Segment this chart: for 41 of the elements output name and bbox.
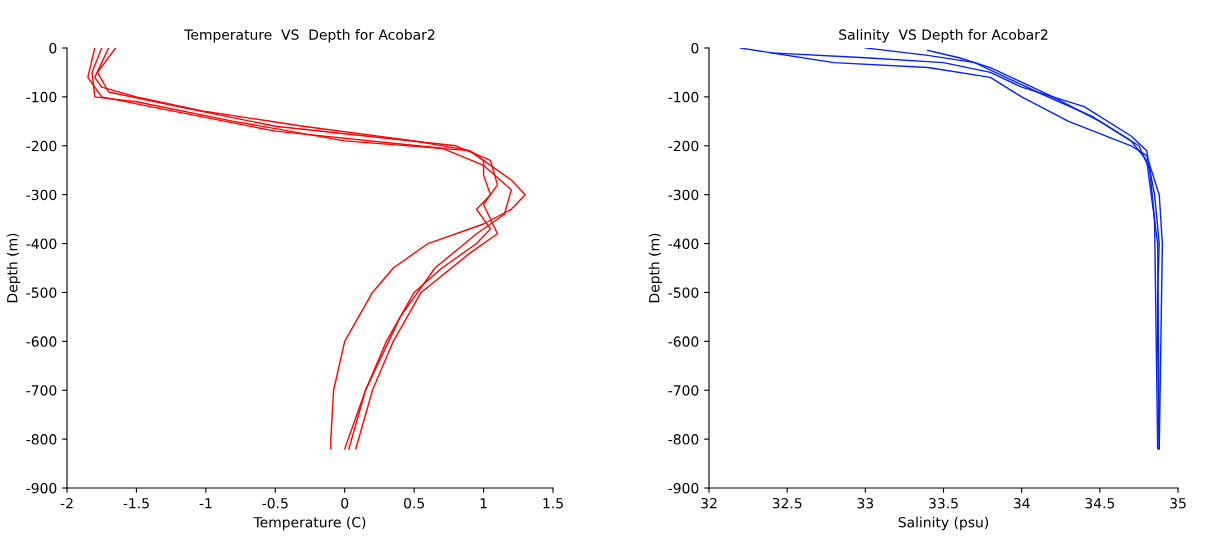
y-tick-label: -100 — [26, 91, 57, 103]
y-tick-label: -800 — [26, 434, 57, 445]
y-tick-label: -500 — [26, 287, 57, 298]
chart-title: Temperature VS Depth for Acobar2 — [184, 29, 435, 43]
x-tick-label: 1.5 — [543, 498, 563, 509]
y-tick-label: 0 — [49, 42, 57, 54]
y-tick-label: -600 — [26, 336, 57, 347]
y-axis-title: Depth (m) — [648, 233, 663, 303]
y-tick-label: -900 — [26, 482, 57, 494]
x-tick-label: -0.5 — [262, 497, 288, 509]
x-tick-label: 33 — [857, 497, 874, 509]
x-tick-label: 0 — [341, 497, 349, 509]
y-tick-label: -500 — [668, 287, 699, 298]
chart-title: Salinity VS Depth for Acobar2 — [839, 29, 1048, 43]
y-tick-label: -300 — [26, 189, 57, 201]
x-tick-label: -1 — [199, 498, 212, 509]
y-tick-label: -800 — [668, 434, 699, 445]
y-tick-label: -400 — [26, 238, 57, 250]
x-axis-title: Salinity (psu) — [898, 516, 989, 531]
x-tick-label: 1 — [480, 498, 487, 509]
x-tick-label: 0.5 — [404, 497, 424, 509]
y-tick-label: -400 — [668, 238, 699, 250]
y-axis-title: Depth (m) — [6, 233, 21, 303]
x-axis-title: Temperature (C) — [253, 516, 366, 531]
y-tick-label: -700 — [26, 385, 57, 396]
x-tick-label: 32 — [701, 497, 717, 509]
x-tick-label: 35 — [1170, 497, 1186, 509]
x-tick-label: 32.5 — [772, 497, 802, 509]
y-tick-label: 0 — [691, 42, 699, 54]
y-tick-label: -100 — [668, 91, 699, 103]
y-tick-label: -700 — [668, 385, 699, 396]
x-tick-label: -2 — [60, 497, 73, 509]
x-tick-label: -1.5 — [123, 498, 149, 509]
x-tick-label: 34.5 — [1085, 497, 1115, 509]
y-tick-label: -200 — [26, 140, 57, 152]
x-tick-label: 33.5 — [929, 497, 958, 509]
y-tick-label: -900 — [668, 482, 699, 494]
x-tick-label: 34 — [1013, 497, 1030, 509]
y-tick-label: -300 — [668, 189, 699, 201]
y-tick-label: -600 — [668, 336, 699, 347]
y-tick-label: -200 — [668, 140, 699, 152]
